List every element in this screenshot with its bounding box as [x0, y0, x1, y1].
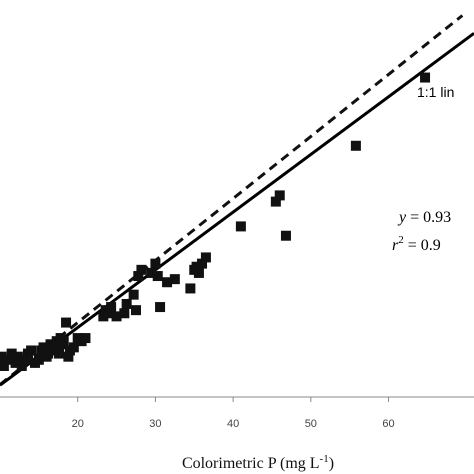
data-point	[130, 305, 141, 316]
data-point	[49, 342, 60, 353]
data-point	[26, 345, 37, 356]
data-point	[274, 190, 285, 201]
data-point	[19, 354, 30, 365]
data-point	[106, 302, 117, 313]
x-axis-title: Colorimetric P (mg L-1)	[182, 453, 334, 472]
data-point	[191, 261, 202, 272]
data-point	[420, 72, 431, 83]
r-squared-label: r2 = 0.9	[392, 234, 441, 254]
data-point	[200, 252, 211, 263]
x-tick-labels: 20 30 40 50 60	[72, 418, 395, 430]
data-point	[133, 271, 144, 282]
one-to-one-line	[0, 14, 464, 386]
x-tick-label: 30	[149, 418, 161, 430]
data-point	[270, 196, 281, 207]
data-point	[16, 360, 27, 371]
r-squared-superscript: 2	[398, 234, 404, 246]
data-point	[235, 221, 246, 232]
data-point	[38, 342, 49, 353]
data-point	[155, 302, 166, 313]
data-point	[12, 351, 23, 362]
data-point	[162, 277, 173, 288]
x-axis	[0, 396, 474, 402]
data-point	[68, 342, 79, 353]
x-tick-label: 50	[305, 418, 317, 430]
data-point	[103, 308, 114, 319]
data-point	[58, 336, 69, 347]
data-point	[63, 351, 74, 362]
data-point	[185, 283, 196, 294]
data-point	[61, 317, 72, 328]
one-to-one-label: 1:1 lin	[417, 84, 454, 100]
data-points	[0, 72, 431, 371]
data-point	[150, 258, 161, 269]
x-tick-label: 40	[227, 418, 239, 430]
equation-variable-y: y	[397, 209, 407, 226]
data-point	[98, 311, 109, 322]
data-point	[0, 360, 9, 371]
regression-line	[0, 32, 474, 387]
data-point	[10, 357, 21, 368]
data-point	[119, 308, 130, 319]
data-point	[121, 298, 132, 309]
r-squared-variable: r	[392, 237, 399, 254]
data-point	[152, 271, 163, 282]
data-point	[280, 230, 291, 241]
data-point	[6, 348, 17, 359]
x-tick-label: 20	[72, 418, 84, 430]
data-point	[33, 354, 44, 365]
regression-equation: y = 0.93	[397, 209, 451, 226]
data-point	[193, 267, 204, 278]
data-point	[2, 354, 13, 365]
data-point	[54, 348, 65, 359]
data-point	[111, 311, 122, 322]
data-point	[350, 140, 361, 151]
data-point	[197, 258, 208, 269]
data-point	[80, 333, 91, 344]
fit-lines	[0, 14, 474, 387]
x-axis-title-superscript: -1	[320, 453, 329, 465]
data-point	[169, 274, 180, 285]
data-point	[146, 267, 157, 278]
x-tick-label: 60	[382, 418, 394, 430]
data-point	[136, 264, 147, 275]
data-point	[128, 289, 139, 300]
